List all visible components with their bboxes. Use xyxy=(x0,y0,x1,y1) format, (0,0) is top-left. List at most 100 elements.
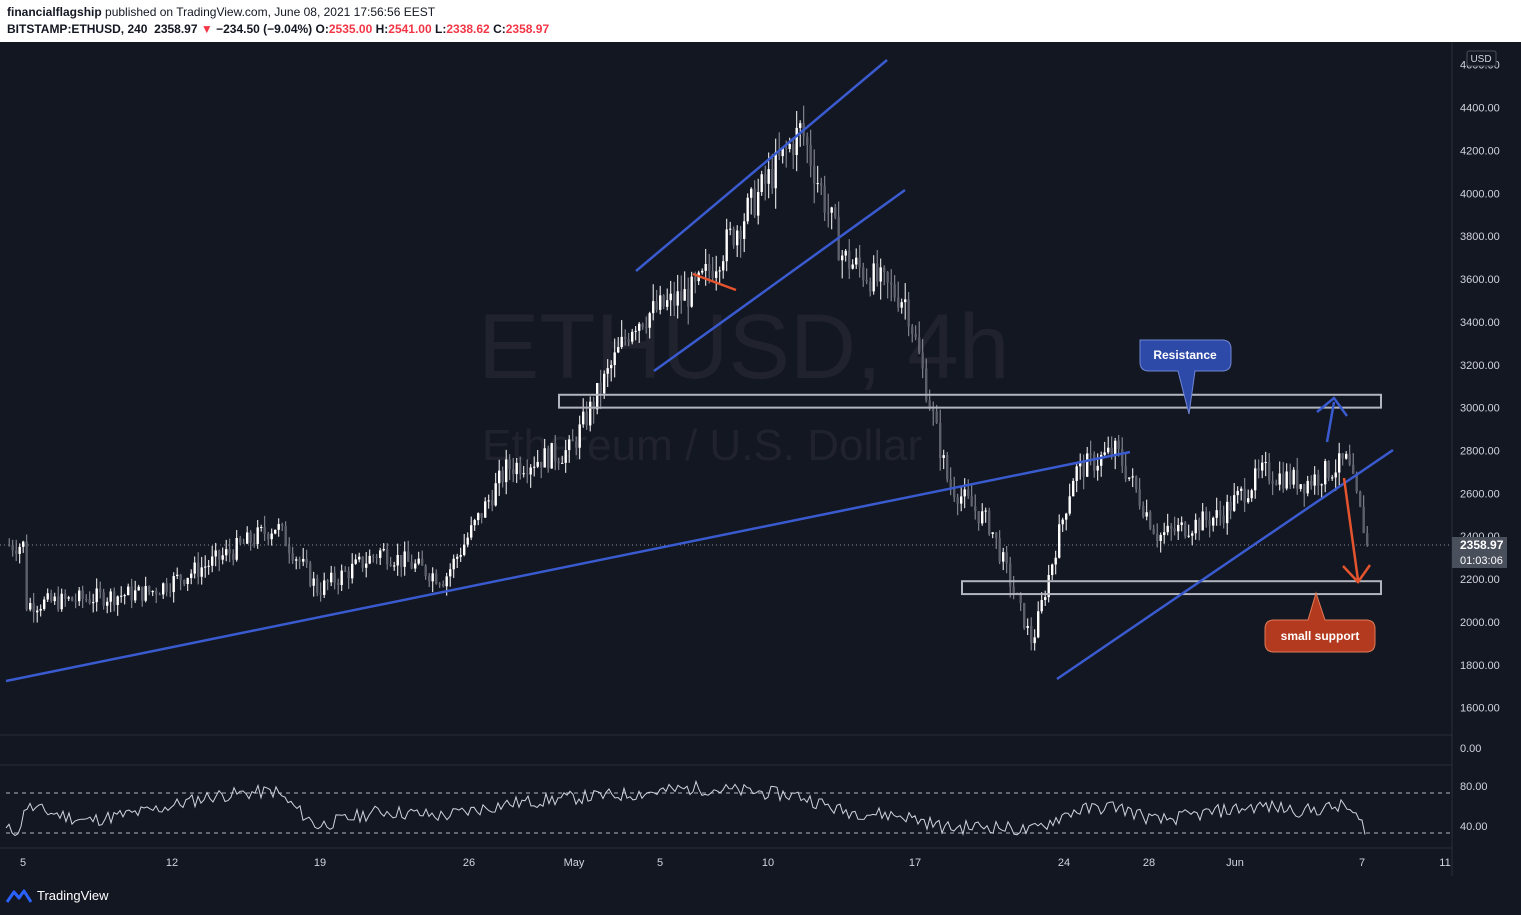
candle-body xyxy=(641,323,644,328)
candle-body xyxy=(11,545,14,551)
candle-body xyxy=(43,599,46,609)
candle-body xyxy=(218,550,221,560)
channel-upper-line[interactable] xyxy=(635,59,888,272)
candle-body xyxy=(249,532,252,543)
small-red-line[interactable] xyxy=(692,272,737,292)
candle-body xyxy=(1355,473,1358,492)
symbol-label[interactable]: BITSTAMP:ETHUSD, 240 xyxy=(7,22,148,36)
candle-body xyxy=(67,597,70,599)
candle-body xyxy=(729,228,732,230)
candle-body xyxy=(991,532,994,534)
candle-body xyxy=(1114,440,1117,456)
candle-body xyxy=(113,591,116,606)
price-axis[interactable]: 1600.001800.002000.002200.002400.002600.… xyxy=(1460,60,1500,833)
candle-body xyxy=(932,408,935,412)
candle-body xyxy=(386,548,389,565)
candle-body xyxy=(1009,563,1012,587)
candle-body xyxy=(407,551,410,562)
candle-body xyxy=(1047,575,1050,598)
candle-body xyxy=(865,279,868,282)
candle-body xyxy=(533,466,536,468)
candle-body xyxy=(372,555,375,557)
candle-body xyxy=(1152,528,1155,534)
candle-body xyxy=(540,461,543,468)
currency-badge[interactable]: USD xyxy=(1466,50,1497,67)
candle-body xyxy=(165,583,168,592)
candle-body xyxy=(1306,480,1309,494)
candle-body xyxy=(963,489,966,497)
time-axis[interactable]: 5 12 19 26 May 5 10 17 24 28 Jun 7 11 xyxy=(20,857,1451,869)
candle-body xyxy=(253,542,256,544)
candle-body xyxy=(1240,488,1243,491)
candle-body xyxy=(1142,505,1145,517)
candle-body xyxy=(732,228,735,246)
candle-body xyxy=(491,500,494,506)
channel-lower-line[interactable] xyxy=(653,188,906,373)
candle-body xyxy=(998,538,1001,562)
candle-body xyxy=(634,330,637,332)
candle-body xyxy=(907,299,910,327)
candle-body xyxy=(879,267,882,282)
candle-body xyxy=(393,565,396,567)
candle-body xyxy=(1296,469,1299,489)
resistance-zone[interactable] xyxy=(558,393,1382,409)
candle-body xyxy=(498,470,501,484)
candle-body xyxy=(130,586,133,601)
price-chart[interactable]: ETHUSD, 4h Ethereum / U.S. Dollar Resist… xyxy=(0,42,1521,876)
candle-body xyxy=(375,556,378,558)
candle-body xyxy=(487,500,490,502)
up-arrow-shaft[interactable] xyxy=(1325,401,1336,443)
candle-body xyxy=(242,542,245,544)
candle-body xyxy=(214,550,217,557)
candle-body xyxy=(88,599,91,604)
candle-body xyxy=(1222,515,1225,524)
candle-body xyxy=(169,591,172,593)
candle-body xyxy=(564,450,567,463)
candle-body xyxy=(494,483,497,506)
candle-body xyxy=(1149,512,1152,529)
y-tick-label: 4400.00 xyxy=(1460,103,1500,115)
candle-body xyxy=(456,556,459,559)
candle-body xyxy=(438,583,441,585)
candle-body xyxy=(1124,466,1127,479)
candle-body xyxy=(284,526,287,546)
candle-body xyxy=(585,411,588,426)
down-arrow-shaft[interactable] xyxy=(1342,477,1360,581)
candle-body xyxy=(1208,520,1211,526)
candle-body xyxy=(15,550,18,554)
candle-body xyxy=(39,608,42,611)
candle-body xyxy=(911,326,914,335)
candle-body xyxy=(788,144,791,149)
long-trendline[interactable] xyxy=(5,450,1131,683)
candle-body xyxy=(1359,491,1362,507)
candle-body xyxy=(1191,533,1194,536)
support-callout[interactable]: small support xyxy=(1264,591,1376,653)
candle-body xyxy=(1187,535,1190,537)
candle-body xyxy=(309,563,312,586)
candle-body xyxy=(624,336,627,340)
candle-body xyxy=(480,513,483,518)
candle-body xyxy=(645,327,648,329)
candle-body xyxy=(1135,476,1138,490)
candle-body xyxy=(1002,552,1005,562)
support-zone[interactable] xyxy=(961,580,1382,596)
candle-body xyxy=(333,572,336,583)
candle-body xyxy=(1313,474,1316,486)
candle-body xyxy=(312,578,315,586)
candle-body xyxy=(368,555,371,564)
candle-body xyxy=(1348,453,1351,465)
candle-body xyxy=(1131,476,1134,478)
resistance-callout[interactable]: Resistance xyxy=(1139,339,1232,415)
candle-body xyxy=(855,257,858,265)
candle-body xyxy=(858,257,861,268)
candle-body xyxy=(561,462,564,464)
candle-body xyxy=(1079,461,1082,467)
rising-trendline[interactable] xyxy=(1056,448,1394,681)
y-tick-label: 3000.00 xyxy=(1460,403,1500,415)
tradingview-brand[interactable]: TradingView xyxy=(6,888,109,903)
candle-body xyxy=(928,400,931,409)
candle-body xyxy=(1156,533,1159,541)
chart-header: financialflagship published on TradingVi… xyxy=(0,0,1521,42)
author-name[interactable]: financialflagship xyxy=(7,5,102,19)
candle-body xyxy=(743,221,746,239)
